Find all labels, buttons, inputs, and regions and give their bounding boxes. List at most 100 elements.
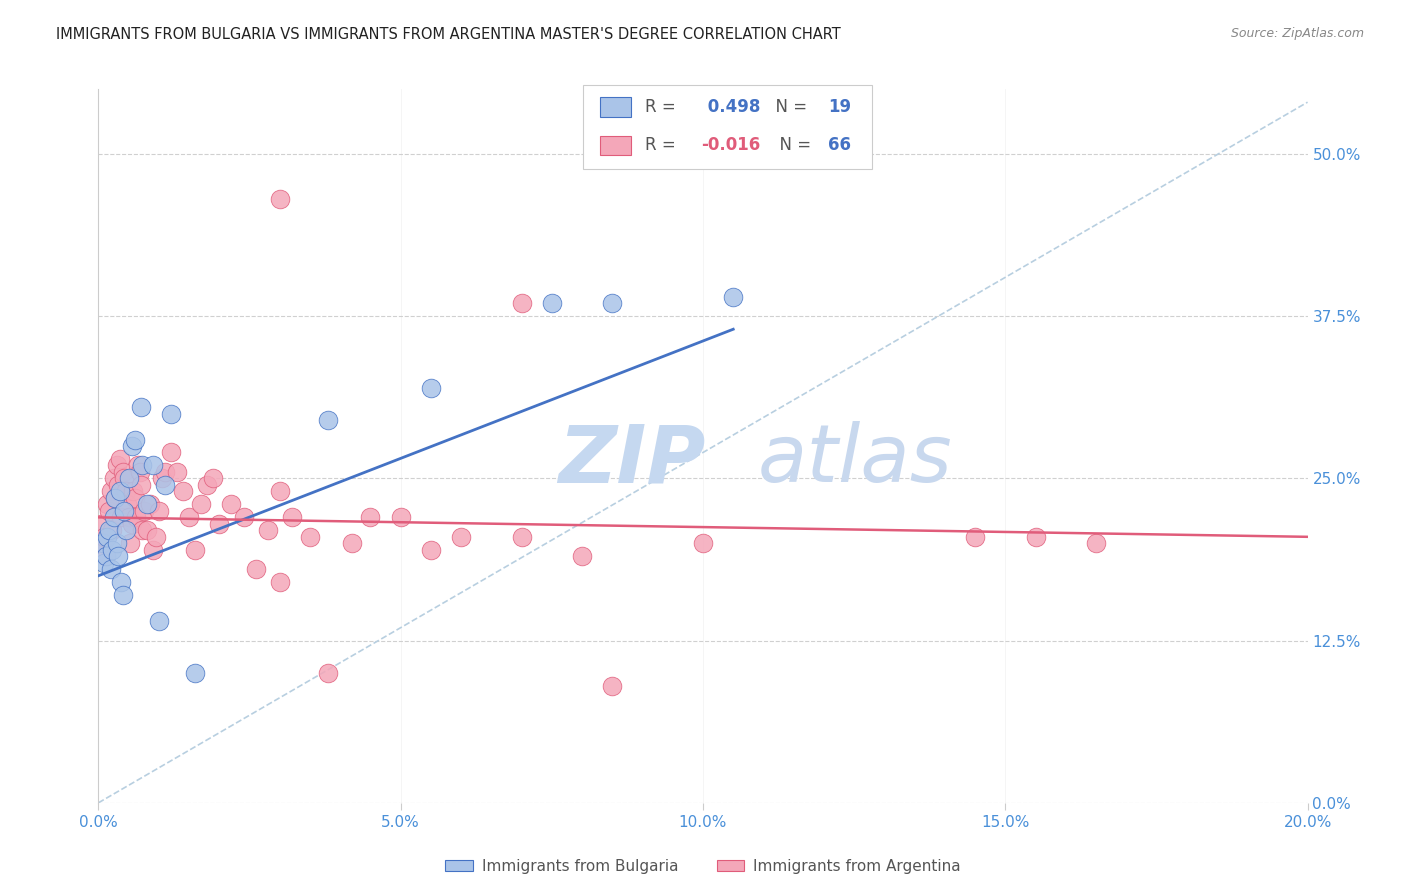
Point [112,504,135,518]
Point [104,491,127,505]
Text: Source: ZipAtlas.com: Source: ZipAtlas.com [1230,27,1364,40]
Point [145,530,167,544]
Text: N =: N = [769,136,817,154]
Point [107,478,129,492]
Point [965,530,987,544]
Point [316,413,339,427]
Text: R =: R = [645,136,682,154]
Point [269,484,291,499]
Point [245,562,267,576]
Point [510,296,533,310]
Point [389,510,412,524]
Point [93,530,115,544]
Point [100,542,122,557]
Point [96,497,118,511]
Point [150,471,173,485]
Point [98,504,121,518]
Point [153,478,176,492]
Point [190,497,212,511]
Point [166,465,188,479]
Point [129,478,152,492]
Point [571,549,593,564]
Point [281,510,304,524]
Point [91,536,114,550]
Point [103,510,125,524]
Point [602,679,624,693]
Point [299,530,322,544]
Legend: Immigrants from Bulgaria, Immigrants from Argentina: Immigrants from Bulgaria, Immigrants fro… [439,853,967,880]
Point [128,465,150,479]
Point [692,536,714,550]
Point [129,400,152,414]
Point [153,465,176,479]
Text: atlas: atlas [758,421,952,500]
Point [131,458,153,473]
Point [94,549,117,564]
Point [124,433,146,447]
Point [450,530,472,544]
Point [510,530,533,544]
Point [110,510,132,524]
Point [118,471,141,485]
Point [160,445,183,459]
Point [135,497,157,511]
Text: 19: 19 [828,98,851,116]
Point [172,484,194,499]
Text: 0.498: 0.498 [702,98,761,116]
Point [105,536,128,550]
Point [107,549,129,564]
Point [202,471,225,485]
Point [269,575,291,590]
Point [122,484,145,499]
Point [148,614,170,628]
Point [269,193,291,207]
Point [104,491,127,505]
Point [256,524,278,538]
Point [91,536,114,550]
Point [127,458,149,473]
Point [1024,530,1046,544]
Text: IMMIGRANTS FROM BULGARIA VS IMMIGRANTS FROM ARGENTINA MASTER'S DEGREE CORRELATIO: IMMIGRANTS FROM BULGARIA VS IMMIGRANTS F… [56,27,841,42]
Point [110,575,132,590]
Point [184,666,207,681]
Point [148,504,170,518]
Text: -0.016: -0.016 [702,136,761,154]
Point [100,562,122,576]
Text: R =: R = [645,98,682,116]
Point [135,524,157,538]
Point [602,296,624,310]
Point [118,510,141,524]
Point [100,484,122,499]
Point [342,536,364,550]
Point [121,516,143,531]
Point [114,484,136,499]
Point [221,497,243,511]
Point [118,536,141,550]
Point [125,510,148,524]
Point [316,666,339,681]
Point [98,524,121,538]
Text: N =: N = [765,98,813,116]
Point [360,510,382,524]
Point [142,458,165,473]
Point [93,556,115,570]
Point [90,516,112,531]
Point [112,471,135,485]
Point [96,530,118,544]
Point [142,542,165,557]
Text: 66: 66 [828,136,851,154]
Point [111,588,134,602]
Text: ZIP: ZIP [558,421,706,500]
Point [160,407,183,421]
Point [108,484,131,499]
Point [94,549,117,564]
Point [208,516,231,531]
Point [100,524,122,538]
Point [103,471,125,485]
Point [117,497,139,511]
Point [139,497,162,511]
Point [132,504,155,518]
Point [105,458,128,473]
Point [124,491,146,505]
Point [131,524,153,538]
